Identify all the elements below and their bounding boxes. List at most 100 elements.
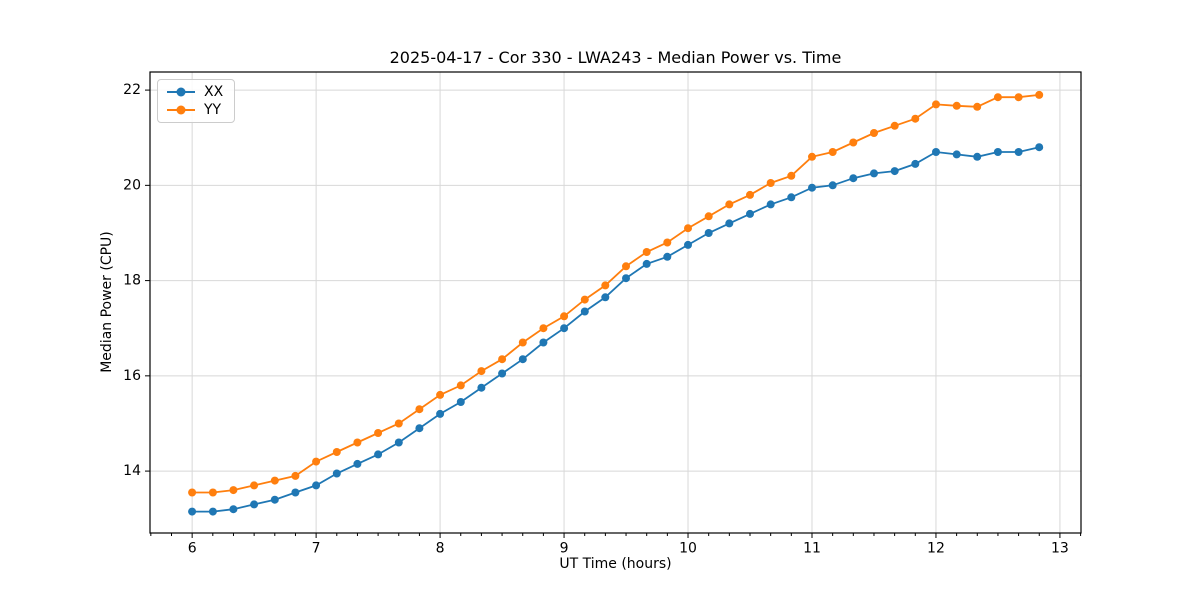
data-point	[291, 488, 300, 497]
data-point	[394, 438, 403, 447]
data-point	[1014, 93, 1023, 102]
data-point	[622, 262, 630, 271]
data-point	[746, 209, 754, 218]
axis-ticks	[145, 89, 1082, 538]
legend-label: YY	[204, 102, 222, 118]
data-point	[870, 169, 878, 178]
data-point	[952, 150, 961, 159]
data-point	[498, 355, 507, 364]
data-point	[993, 148, 1002, 156]
y-axis-label: Median Power (CPU)	[99, 231, 115, 373]
data-point	[580, 307, 589, 316]
data-point	[642, 259, 651, 268]
grid-lines	[150, 72, 1081, 533]
data-point	[1035, 90, 1044, 99]
data-point	[353, 438, 362, 447]
x-tick-label: 11	[803, 541, 821, 557]
data-point	[477, 367, 486, 376]
data-point	[1035, 143, 1044, 152]
data-point	[312, 481, 321, 490]
data-point	[952, 101, 961, 110]
data-point	[250, 481, 259, 490]
data-point	[539, 324, 548, 333]
data-point	[808, 152, 816, 161]
data-point	[890, 121, 899, 130]
data-point	[993, 93, 1002, 102]
data-point	[332, 448, 341, 456]
data-point	[436, 409, 445, 418]
legend: XX YY	[157, 79, 236, 123]
y-tick-label: 20	[123, 177, 141, 193]
data-point	[270, 495, 279, 504]
x-tick-label: 13	[1051, 541, 1069, 557]
data-point	[642, 248, 651, 256]
data-point	[725, 200, 734, 209]
legend-marker-icon	[167, 105, 195, 115]
data-point	[870, 129, 878, 137]
data-point	[911, 159, 920, 168]
data-point	[394, 419, 403, 428]
data-point	[456, 381, 465, 390]
data-point	[188, 507, 197, 516]
data-point	[973, 152, 982, 161]
legend-item-yy: YY	[166, 103, 223, 117]
data-point	[436, 390, 445, 399]
data-point	[208, 507, 217, 516]
data-point	[932, 100, 940, 109]
y-tick-label: 16	[123, 368, 141, 384]
x-tick-label: 9	[560, 541, 569, 557]
data-point	[704, 229, 713, 237]
data-point	[353, 459, 362, 468]
data-point	[808, 183, 816, 192]
series-xx-markers	[188, 143, 1044, 516]
y-tick-label: 22	[123, 82, 141, 98]
data-point	[746, 190, 754, 199]
data-point	[601, 281, 610, 290]
data-point	[932, 148, 940, 156]
data-point	[560, 324, 569, 333]
data-point	[684, 224, 692, 233]
data-point	[849, 138, 858, 147]
data-point	[560, 312, 569, 321]
plot-border	[149, 71, 1082, 534]
data-point	[828, 148, 837, 156]
x-tick-label: 7	[312, 541, 321, 557]
data-point	[663, 252, 672, 261]
data-point	[725, 219, 734, 228]
data-point	[1014, 148, 1023, 156]
data-point	[890, 167, 899, 176]
data-point	[911, 114, 920, 123]
y-tick-label: 18	[123, 273, 141, 289]
data-point	[477, 383, 486, 392]
y-tick-label: 14	[123, 463, 141, 479]
data-point	[270, 476, 279, 485]
series-yy-markers	[188, 90, 1044, 497]
data-point	[601, 293, 610, 302]
data-point	[973, 102, 982, 111]
data-point	[456, 398, 465, 406]
data-point	[188, 488, 197, 497]
data-point	[374, 450, 383, 459]
data-point	[518, 338, 527, 347]
legend-marker-icon	[167, 87, 195, 97]
data-point	[663, 238, 672, 247]
x-tick-label: 6	[188, 541, 197, 557]
data-point	[291, 471, 300, 480]
legend-label: XX	[204, 84, 224, 100]
data-point	[332, 469, 341, 478]
data-point	[415, 405, 424, 414]
data-point	[229, 505, 238, 514]
x-tick-label: 12	[927, 541, 945, 557]
data-point	[374, 429, 383, 437]
data-point	[622, 274, 630, 283]
legend-item-xx: XX	[166, 85, 223, 99]
data-point	[766, 200, 775, 209]
data-point	[828, 181, 837, 190]
series-yy-line	[192, 94, 1040, 494]
data-point	[518, 355, 527, 364]
chart-title: 2025-04-17 - Cor 330 - LWA243 - Median P…	[389, 48, 842, 67]
tick-labels: 6 7 8 9 10 11 12 13 14 16 18 20 22	[123, 82, 1069, 556]
data-point	[498, 369, 507, 378]
